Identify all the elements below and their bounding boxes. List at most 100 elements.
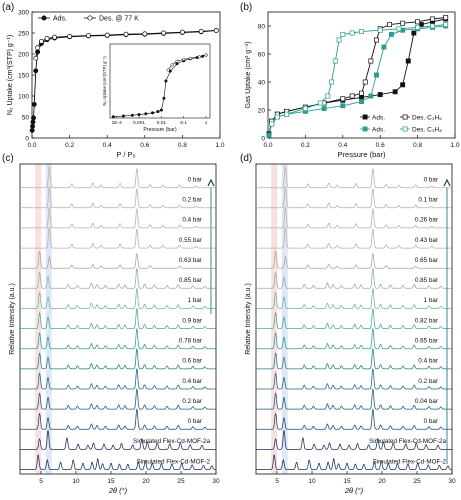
inset-des-point-a (170, 63, 174, 67)
trace-label: 0.65 bar (415, 338, 438, 345)
x-tick-label-a: 0.8 (178, 142, 187, 149)
trace-label: 0.1 bar (418, 197, 438, 204)
des-point-a (104, 32, 110, 38)
inset-x-axis-label-a: Pressure (bar) (143, 127, 176, 133)
pxrd-trace (20, 429, 216, 450)
ads-point-b (368, 93, 374, 99)
pxrd-trace (20, 250, 216, 269)
pxrd-trace (20, 388, 216, 410)
des-point-a (213, 28, 219, 33)
des-point-b (387, 22, 393, 28)
pxrd-trace (256, 186, 452, 209)
x-tick-label: 15 (107, 478, 115, 485)
ads-point-a (31, 115, 36, 121)
highlight-band-red (271, 164, 278, 474)
x-tick-label: 25 (177, 478, 185, 485)
des-point-b (396, 26, 402, 32)
trace-label: 0.2 bar (418, 378, 438, 385)
pxrd-trace (256, 454, 452, 470)
pxrd-trace (256, 250, 452, 269)
inset-frame-a (109, 43, 211, 119)
y-tick-label-b: 40 (258, 79, 266, 86)
des-point-a (35, 45, 41, 51)
trace-label: 0.04 bar (415, 398, 438, 405)
pxrd-trace (20, 186, 216, 209)
des-point-b (325, 93, 331, 99)
des-point-b (443, 15, 449, 21)
inset-ads-point-a (111, 115, 115, 119)
des-point-b (302, 106, 308, 112)
trace-label: 0 bar (424, 418, 438, 425)
pxrd-trace (256, 226, 452, 249)
pxrd-trace (256, 408, 452, 430)
pxrd-trace (256, 287, 452, 309)
x-tick-label-b: 0.0 (263, 142, 272, 149)
x-tick-label-b: 1.0 (450, 142, 459, 149)
y-axis-label: Relative Intensity (a.u.) (245, 283, 252, 355)
x-axis-label-b: Pressure (bar) (338, 150, 386, 159)
trace-label: Simulated Flex-Cd-MOF-2 (373, 458, 447, 465)
inset-ads-point-a (144, 112, 148, 116)
legend-marker-a (41, 15, 47, 21)
pxrd-trace (256, 307, 452, 329)
trace-label: 0.4 bar (418, 358, 438, 365)
ads-point-b (377, 92, 383, 98)
des-point-a (179, 29, 185, 35)
des-point-b (340, 96, 346, 102)
des-point-a (38, 38, 44, 44)
panel-label-a: (a) (2, 2, 14, 13)
pxrd-trace (20, 287, 216, 309)
inset-ads-point-a (164, 79, 168, 83)
des-point-b (349, 93, 355, 99)
des-point-b (377, 27, 383, 33)
x-tick-label: 5 (39, 478, 43, 485)
trace-label: 0.78 bar (179, 338, 202, 345)
y-tick-label-b: 20 (258, 107, 266, 114)
des-point-b (349, 30, 355, 36)
inset-des-point-a (204, 53, 208, 57)
x-tick-label: 20 (142, 478, 150, 485)
des-point-a (123, 31, 129, 37)
panel-a: (a) 0.0 0.2 0.4 0.6 0.8 1.0 0 50 100 150 200 250 300 P… (2, 2, 225, 159)
x-tick-label-b: 0.4 (338, 142, 347, 149)
trace-label: 0.4 bar (182, 378, 202, 385)
y-tick-label-a: 50 (22, 114, 30, 121)
x-tick-label: 10 (308, 478, 316, 485)
des-point-a (198, 28, 204, 34)
plot-frame (19, 163, 217, 475)
pxrd-trace (256, 367, 452, 390)
inset-ads-point-a (156, 110, 160, 114)
des-point-b (362, 79, 368, 85)
pxrd-trace (20, 206, 216, 229)
trace-label: 0.4 bar (182, 217, 202, 224)
x-tick-label-a: 0.0 (27, 142, 36, 149)
des-point-b (430, 16, 436, 22)
y-tick-label-b: 80 (258, 23, 266, 30)
inset-ads-point-a (175, 62, 179, 66)
trace-label: 0.85 bar (179, 277, 202, 284)
y-tick-label-a: 100 (18, 93, 29, 100)
inset-y-axis-label-a: N₂ Uptake (cm³(STP) g⁻¹) (102, 56, 107, 106)
x-tick-label: 20 (378, 478, 386, 485)
des-point-a (85, 33, 91, 38)
ads-point-b (266, 132, 272, 138)
pxrd-trace (20, 367, 216, 390)
pxrd-trace (20, 166, 216, 189)
pxrd-trace (20, 454, 216, 470)
y-tick-label-a: 250 (18, 30, 29, 37)
series-line-b (271, 17, 446, 122)
legend-label-b: Des. C₃H₆ (412, 114, 442, 121)
x-tick-label: 30 (212, 478, 220, 485)
y-axis-label-a: N₂ Uptake (cm³(STP) g⁻¹) (7, 35, 14, 115)
trace-label: 0.65 bar (415, 257, 438, 264)
legend-label-b: Des. C₃H₈ (412, 126, 442, 133)
ads-point-a (30, 123, 36, 129)
des-point-b (368, 58, 374, 64)
des-point-b (359, 29, 364, 35)
inset-ads-point-a (159, 108, 163, 112)
x-tick-label: 15 (343, 478, 351, 485)
des-point-b (430, 23, 436, 29)
pxrd-trace (256, 267, 452, 289)
y-tick-label-a: 0 (25, 135, 29, 142)
des-point-b (329, 79, 335, 85)
